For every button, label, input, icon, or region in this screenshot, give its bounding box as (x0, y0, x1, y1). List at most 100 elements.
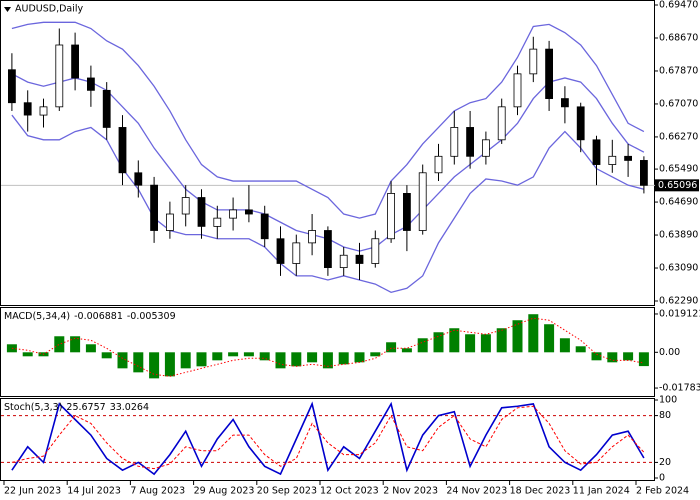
candle-body (229, 209, 238, 219)
macd-bar (512, 320, 523, 353)
candle-body (624, 155, 632, 161)
x-tick-label: 29 Aug 2023 (194, 486, 255, 497)
macd-bar (196, 352, 207, 367)
candle-body (640, 160, 648, 186)
macd-bar (85, 344, 96, 353)
symbol-menu-arrow[interactable] (4, 7, 11, 12)
candle-body (529, 48, 538, 75)
candle-body (576, 106, 585, 141)
y-tick-label: 0.64690 (659, 197, 698, 208)
macd-bar (133, 352, 144, 373)
macd-bar (607, 352, 618, 363)
candle-body (402, 193, 411, 231)
macd-bar (243, 352, 254, 357)
macd-bar (433, 332, 444, 353)
macd-panel-title: MACD(5,34,4) -0.006881 -0.005309 (4, 311, 176, 322)
macd-bar (638, 352, 649, 367)
macd-bar (164, 352, 175, 377)
stoch-main-line (11, 401, 645, 476)
macd-bar (322, 352, 333, 369)
candle-body (513, 73, 522, 108)
candle-body (323, 230, 332, 269)
candle-body (292, 242, 301, 264)
current-price-box (655, 179, 699, 192)
stoch-signal-value: 33.0264 (110, 402, 149, 413)
y-tick-label: 0.65490 (659, 164, 698, 175)
candle-body (497, 106, 506, 141)
bollinger-band (11, 114, 645, 294)
x-tick-label: 7 Aug 2023 (130, 486, 185, 497)
macd-bar (228, 352, 239, 357)
y-tick-label: 0.67070 (659, 98, 698, 109)
candle-body (481, 139, 490, 157)
x-tick-label: 2 Nov 2023 (383, 486, 438, 497)
macd-bar (559, 338, 570, 353)
macd-bar (70, 336, 81, 353)
price-panel-title: AUDUSD,Daily (15, 4, 84, 15)
candle-body (434, 155, 443, 174)
candle-body (55, 44, 64, 108)
y-tick-label: 0.00 (659, 347, 680, 358)
candle-body (102, 89, 111, 128)
y-tick-label: 0.62290 (659, 296, 698, 307)
macd-bar (307, 352, 318, 363)
candle-body (181, 197, 190, 215)
macd-bar (386, 342, 397, 353)
macd-bar (465, 334, 476, 353)
stoch-value: 25.6757 (66, 402, 105, 413)
macd-signal-line (11, 317, 644, 377)
macd-bar (528, 314, 539, 353)
x-tick-label: 12 Oct 2023 (320, 486, 379, 497)
y-tick-label: 0.63090 (659, 263, 698, 274)
x-tick-label: 18 Dec 2023 (510, 486, 571, 497)
candle-body (592, 139, 601, 165)
stoch-panel-title: Stoch(5,3,3) 25.6757 33.0264 (4, 402, 149, 413)
macd-bar (575, 346, 586, 353)
candle-body (418, 172, 427, 231)
macd-bar (496, 328, 507, 353)
current-price-label: 0.65096 (658, 180, 697, 191)
x-tick-label: 24 Nov 2023 (446, 486, 507, 497)
candle-body (260, 213, 269, 240)
macd-bar (449, 328, 460, 353)
candle-body (87, 77, 95, 91)
macd-name: MACD(5,34,4) (4, 311, 70, 322)
macd-bar (180, 352, 191, 369)
y-tick-label: 0.63890 (659, 230, 698, 241)
x-tick-label: 2 Feb 2024 (636, 486, 689, 497)
macd-bar (149, 352, 160, 379)
candle-body (7, 69, 16, 104)
candle-body (23, 102, 32, 116)
macd-bar (401, 348, 412, 353)
y-tick-label: 0.69470 (659, 0, 698, 11)
candle-body (355, 254, 364, 264)
macd-bar (54, 336, 65, 353)
macd-bar (480, 334, 491, 353)
y-tick-label: 0.66270 (659, 131, 698, 142)
y-tick-label: 80 (659, 410, 671, 421)
candle-body (118, 127, 127, 174)
macd-bar (544, 324, 555, 353)
candle-body (339, 254, 348, 269)
macd-value: -0.006881 (74, 311, 123, 322)
macd-bar (275, 352, 286, 369)
macd-bar (354, 352, 365, 363)
stoch-name: Stoch(5,3,3) (4, 402, 62, 413)
candle-body (371, 238, 380, 264)
candle-body (387, 193, 396, 240)
macd-bar (101, 352, 112, 359)
macd-bar (417, 338, 428, 353)
current-price-tag: 0.65096 (655, 179, 699, 192)
candle-body (134, 172, 143, 186)
y-tick-label: -0.017832 (659, 383, 700, 394)
y-tick-label: 0 (659, 473, 665, 484)
y-tick-label: 20 (659, 457, 671, 468)
macd-bar (291, 352, 302, 367)
macd-bar (22, 352, 33, 357)
candle-body (197, 197, 206, 227)
candle-body (308, 230, 317, 244)
candle-body (71, 44, 79, 79)
macd-bar (212, 352, 223, 361)
